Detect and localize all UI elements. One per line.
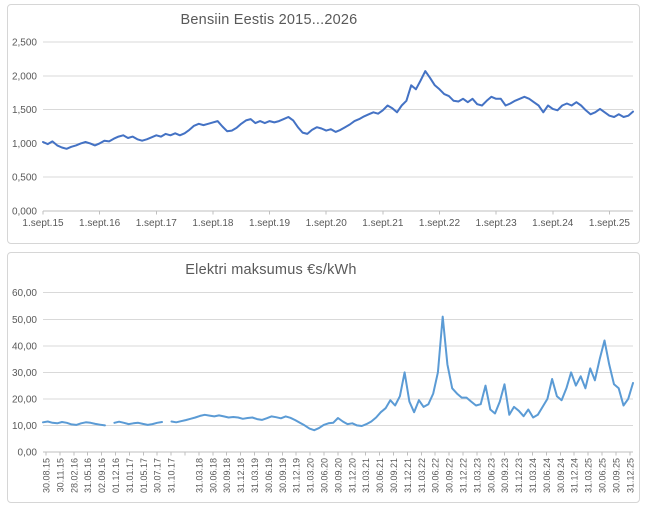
x-tick-label: 31.12.23 <box>514 458 524 493</box>
petrol-chart-plot-area: 0,000 0,500 1,000 1,500 2,000 2,500 1.sept.15 1… <box>12 38 634 229</box>
x-tick-label: 1.sept.24 <box>532 218 574 229</box>
y-tick-label: 20,00 <box>12 394 37 405</box>
x-tick-label: 31.03.20 <box>306 458 316 493</box>
x-tick-label: 31.03.23 <box>472 458 482 493</box>
x-tick-label: 1.sept.20 <box>306 218 348 229</box>
x-tick-label: 31.03.19 <box>250 458 260 493</box>
y-tick-label: 60,00 <box>12 288 37 299</box>
electricity-chart-title: Elektri maksumus €s/kWh <box>185 262 357 278</box>
x-tick-label: 31.12.25 <box>625 458 635 493</box>
x-tick-label: 31.12.21 <box>403 458 413 493</box>
x-tick-label: 31.03.22 <box>417 458 427 493</box>
petrol-price-chart[interactable]: Bensiin Eestis 2015...2026 0,000 0,500 1,0… <box>7 4 640 244</box>
y-tick-label: 0,500 <box>12 173 37 184</box>
x-tick-label: 30.07.17 <box>153 458 163 493</box>
x-tick-label: 01.12.16 <box>111 458 121 493</box>
x-tick-label: 1.sept.16 <box>79 218 121 229</box>
y-tick-label: 10,00 <box>12 421 37 432</box>
x-tick-label: 01.05.17 <box>139 458 149 493</box>
x-tick-label: 1.sept.19 <box>249 218 291 229</box>
petrol-chart-title: Bensiin Eestis 2015...2026 <box>180 12 358 28</box>
electricity-cost-chart[interactable]: Elektri maksumus €s/kWh 0,00 10,00 20,00 30… <box>7 252 640 503</box>
x-tick-label: 30.06.22 <box>431 458 441 493</box>
x-tick-label: 30.09.23 <box>500 458 510 493</box>
x-tick-label: 30.09.18 <box>222 458 232 493</box>
x-tick-label: 31.12.19 <box>292 458 302 493</box>
x-tick-label: 30.08.15 <box>42 458 52 493</box>
electricity-chart-plot-area: 0,00 10,00 20,00 30,00 40,00 50,00 60,00 30.08.… <box>12 288 635 493</box>
x-tick-label: 1.sept.18 <box>192 218 234 229</box>
x-tick-label: 1.sept.23 <box>476 218 518 229</box>
x-tick-label: 30.09.21 <box>389 458 399 493</box>
x-tick-label: 31.03.24 <box>528 458 538 493</box>
x-tick-label: 1.sept.25 <box>589 218 631 229</box>
y-tick-label: 2,500 <box>12 38 37 49</box>
y-tick-label: 0,00 <box>18 448 38 459</box>
x-tick-label: 31.12.20 <box>347 458 357 493</box>
x-tick-label: 31.03.21 <box>361 458 371 493</box>
x-tick-label: 30.06.18 <box>208 458 218 493</box>
data-series-line <box>42 315 634 432</box>
x-tick-label: 28.02.16 <box>69 458 79 493</box>
x-tick-label: 30.06.20 <box>320 458 330 493</box>
data-series-line <box>42 70 634 150</box>
x-tick-label: 31.03.18 <box>194 458 204 493</box>
y-tick-label: 2,000 <box>12 71 37 82</box>
x-tick-label: 30.09.25 <box>611 458 621 493</box>
x-tick-label: 1.sept.17 <box>136 218 178 229</box>
y-tick-label: 1,500 <box>12 105 37 116</box>
x-tick-label: 30.06.19 <box>264 458 274 493</box>
x-tick-label: 30.09.19 <box>278 458 288 493</box>
x-tick-label: 1.sept.15 <box>22 218 64 229</box>
x-tick-label: 31.12.18 <box>236 458 246 493</box>
x-tick-label: 31.12.22 <box>459 458 469 493</box>
x-tick-label: 1.sept.22 <box>419 218 461 229</box>
x-tick-label: 30.09.20 <box>333 458 343 493</box>
x-tick-label: 30.09.24 <box>556 458 566 493</box>
x-tick-label: 02.09.16 <box>97 458 107 493</box>
x-tick-label: 30.06.25 <box>598 458 608 493</box>
x-tick-label: 30.11.15 <box>55 458 65 492</box>
x-tick-label: 1.sept.21 <box>362 218 404 229</box>
x-tick-label: 31.10.17 <box>167 458 177 493</box>
x-tick-label: 30.09.22 <box>445 458 455 493</box>
x-tick-label: 30.06.24 <box>542 458 552 493</box>
y-tick-label: 0,000 <box>12 207 37 218</box>
x-tick-label: 31.03.25 <box>584 458 594 493</box>
y-tick-label: 30,00 <box>12 368 37 379</box>
x-tick-label: 31.12.24 <box>570 458 580 493</box>
y-tick-label: 50,00 <box>12 315 37 326</box>
x-tick-label: 30.06.23 <box>486 458 496 493</box>
x-tick-label: 30.06.21 <box>375 458 385 493</box>
y-tick-label: 40,00 <box>12 341 37 352</box>
y-tick-label: 1,000 <box>12 139 37 150</box>
x-tick-label: 31.05.16 <box>83 458 93 493</box>
x-tick-label: 31.01.17 <box>125 458 135 493</box>
